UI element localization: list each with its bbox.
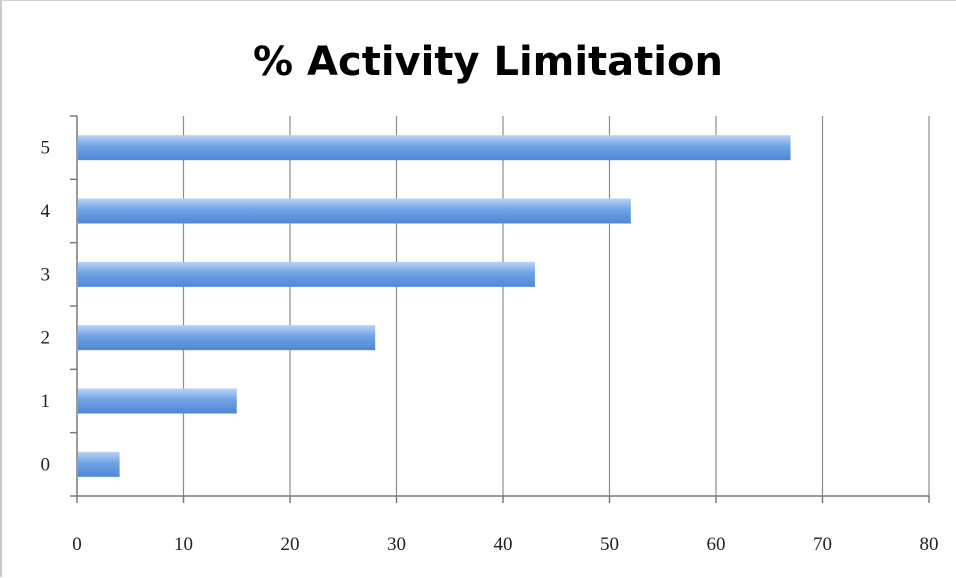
x-tick-label-0: 0	[72, 534, 82, 555]
x-tick-label-20: 20	[281, 534, 300, 555]
x-tick-label-80: 80	[920, 534, 939, 555]
x-tick-label-10: 10	[174, 534, 193, 555]
bar-4	[78, 198, 631, 224]
y-tick-label-0: 0	[41, 454, 51, 475]
grid-lines	[182, 116, 930, 496]
chart-title: % Activity Limitation	[253, 39, 723, 85]
bar-0	[78, 451, 120, 477]
x-tick-labels: 0 10 20 30 40 50 60 70 80	[72, 534, 938, 555]
bars	[78, 135, 791, 477]
x-tick-label-30: 30	[387, 534, 406, 555]
y-tick-label-4: 4	[41, 201, 51, 222]
y-tick-labels: 0 1 2 3 4 5	[41, 138, 51, 476]
y-tick-label-3: 3	[41, 264, 51, 285]
x-tick-label-60: 60	[707, 534, 726, 555]
bar-5	[78, 135, 791, 161]
y-tick-label-5: 5	[41, 138, 51, 159]
bar-3	[78, 261, 535, 287]
y-tick-label-1: 1	[41, 391, 51, 412]
axes	[70, 115, 930, 503]
y-tick-label-2: 2	[41, 328, 51, 349]
x-tick-label-40: 40	[494, 534, 513, 555]
bar-2	[78, 325, 376, 351]
x-tick-label-70: 70	[813, 534, 832, 555]
x-tick-label-50: 50	[600, 534, 619, 555]
bar-1	[78, 388, 237, 414]
